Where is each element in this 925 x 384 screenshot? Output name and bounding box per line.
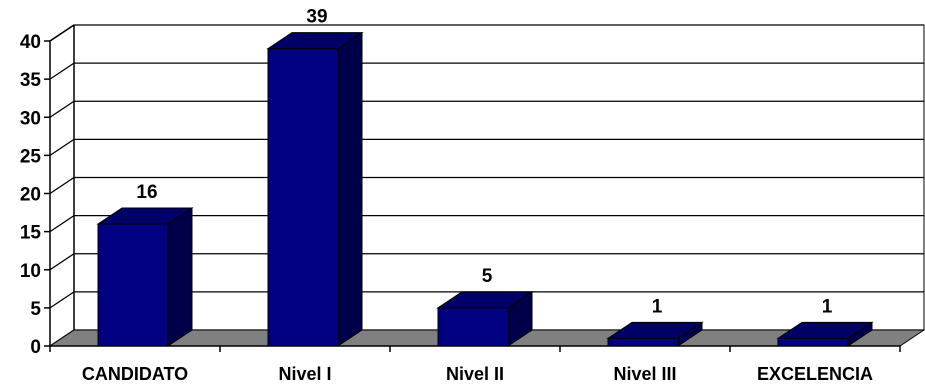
y-tick-label: 30 xyxy=(20,108,41,129)
bar-front xyxy=(267,48,339,347)
bar-side xyxy=(677,321,703,347)
bar xyxy=(266,31,364,347)
gridline-side xyxy=(49,215,75,233)
data-label: 1 xyxy=(652,296,663,317)
bar-side xyxy=(847,321,873,347)
bar-side xyxy=(507,290,533,347)
gridline-side xyxy=(49,291,75,309)
x-category-label: EXCELENCIA xyxy=(757,364,873,384)
bar-side xyxy=(167,207,193,347)
bar xyxy=(606,321,704,347)
y-tick-label: 10 xyxy=(20,261,41,282)
y-tick-label: 5 xyxy=(30,299,41,320)
y-tick-label: 25 xyxy=(20,146,42,167)
bar-front xyxy=(777,337,849,347)
bar-side xyxy=(337,31,363,347)
gridline-side xyxy=(49,176,75,195)
bar-front xyxy=(97,223,169,347)
y-tick-label: 20 xyxy=(20,185,41,206)
gridline-side xyxy=(49,253,75,271)
gridline-side xyxy=(49,138,75,156)
x-category-label: Nivel II xyxy=(446,364,504,384)
bar xyxy=(436,290,534,347)
bar-front xyxy=(607,337,679,347)
bar xyxy=(96,207,194,347)
gridline-side xyxy=(49,100,75,118)
data-labels: 16 39 5 1 1 xyxy=(136,7,832,318)
y-tick-label: 15 xyxy=(20,223,42,244)
x-axis-labels: CANDIDATO Nivel I Nivel II Nivel III EXCELEN… xyxy=(82,364,873,384)
y-tick-label: 0 xyxy=(30,337,41,358)
data-label: 1 xyxy=(822,296,833,317)
y-axis-top-edge xyxy=(49,24,75,42)
data-label: 16 xyxy=(136,182,157,203)
data-label: 5 xyxy=(482,266,493,287)
bar-front xyxy=(437,307,509,347)
data-label: 39 xyxy=(306,7,327,28)
x-category-label: Nivel III xyxy=(613,364,676,384)
gridline-side xyxy=(49,62,75,80)
bar xyxy=(776,321,874,347)
x-category-label: Nivel I xyxy=(278,364,331,384)
x-category-label: CANDIDATO xyxy=(82,364,188,384)
bars xyxy=(96,31,874,347)
y-tick-label: 35 xyxy=(20,70,42,91)
y-tick-label: 40 xyxy=(20,32,41,53)
